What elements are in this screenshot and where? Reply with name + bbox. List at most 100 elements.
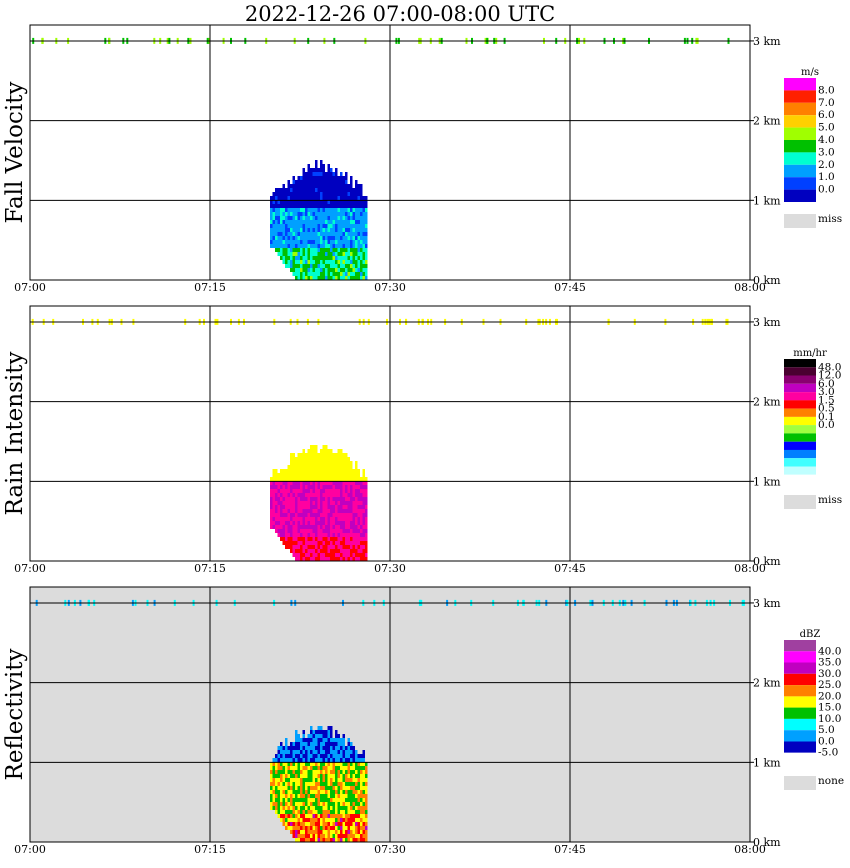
- data-cell: [352, 557, 355, 561]
- data-cell: [365, 814, 368, 818]
- data-cell: [277, 770, 280, 774]
- data-cell: [312, 830, 315, 834]
- data-cell: [305, 553, 308, 557]
- data-cell: [362, 762, 365, 766]
- data-cell: [312, 232, 315, 236]
- data-cell: [307, 272, 310, 276]
- data-cell: [345, 489, 348, 493]
- data-cell: [365, 236, 368, 240]
- data-cell: [295, 758, 298, 762]
- data-cell: [332, 814, 335, 818]
- data-cell: [352, 497, 355, 501]
- data-cell: [272, 505, 275, 509]
- data-cell: [322, 774, 325, 778]
- data-cell: [297, 453, 300, 457]
- data-cell: [327, 762, 330, 766]
- data-cell: [310, 830, 313, 834]
- colorbar-swatch: [784, 164, 816, 178]
- data-cell: [332, 525, 335, 529]
- data-cell: [270, 228, 273, 232]
- data-cell: [337, 216, 340, 220]
- data-cell: [330, 461, 333, 465]
- data-cell: [317, 228, 320, 232]
- data-cell: [352, 493, 355, 497]
- data-cell: [282, 537, 285, 541]
- data-cell: [335, 184, 338, 188]
- data-cell: [295, 212, 298, 216]
- data-cell: [302, 493, 305, 497]
- data-cell: [365, 228, 368, 232]
- data-cell: [340, 786, 343, 790]
- data-cell: [342, 521, 345, 525]
- data-cell: [347, 790, 350, 794]
- data-cell: [315, 485, 318, 489]
- data-cell: [365, 513, 368, 517]
- data-cell: [297, 260, 300, 264]
- data-cell: [330, 533, 333, 537]
- data-cell: [307, 485, 310, 489]
- data-cell: [290, 264, 293, 268]
- data-cell: [282, 770, 285, 774]
- data-cell: [307, 553, 310, 557]
- data-cell: [320, 521, 323, 525]
- data-cell: [325, 220, 328, 224]
- data-cell: [305, 240, 308, 244]
- data-cell: [282, 192, 285, 196]
- data-cell: [287, 224, 290, 228]
- data-cell: [362, 774, 365, 778]
- data-cell: [360, 509, 363, 513]
- data-cell: [350, 521, 353, 525]
- data-cell: [315, 240, 318, 244]
- data-cell: [295, 220, 298, 224]
- data-cell: [275, 766, 278, 770]
- data-cell: [272, 794, 275, 798]
- colorbar-swatch: [784, 102, 816, 116]
- data-cell: [305, 790, 308, 794]
- data-cell: [345, 196, 348, 200]
- data-cell: [365, 240, 368, 244]
- data-cell: [325, 818, 328, 822]
- data-cell: [362, 268, 365, 272]
- data-cell: [317, 794, 320, 798]
- data-cell: [305, 272, 308, 276]
- data-cell: [357, 188, 360, 192]
- data-cell: [332, 746, 335, 750]
- data-cell: [292, 802, 295, 806]
- data-cell: [300, 248, 303, 252]
- data-cell: [352, 810, 355, 814]
- data-cell: [315, 188, 318, 192]
- data-cell: [297, 754, 300, 758]
- data-cell: [357, 758, 360, 762]
- data-cell: [322, 176, 325, 180]
- data-cell: [360, 200, 363, 204]
- data-cell: [287, 260, 290, 264]
- data-cell: [302, 477, 305, 481]
- data-cell: [335, 782, 338, 786]
- data-cell: [355, 196, 358, 200]
- data-cell: [340, 240, 343, 244]
- data-cell: [365, 529, 368, 533]
- data-cell: [300, 806, 303, 810]
- data-cell: [365, 545, 368, 549]
- data-cell: [295, 766, 298, 770]
- data-cell: [342, 742, 345, 746]
- data-cell: [357, 830, 360, 834]
- data-cell: [275, 794, 278, 798]
- data-cell: [295, 196, 298, 200]
- data-cell: [345, 537, 348, 541]
- data-cell: [342, 485, 345, 489]
- colorbar-label: 0.0: [818, 419, 835, 431]
- data-cell: [290, 461, 293, 465]
- data-cell: [325, 196, 328, 200]
- data-cell: [332, 228, 335, 232]
- data-cell: [320, 778, 323, 782]
- data-cell: [302, 774, 305, 778]
- data-cell: [320, 726, 323, 730]
- data-cell: [277, 192, 280, 196]
- data-cell: [347, 469, 350, 473]
- data-cell: [352, 814, 355, 818]
- data-cell: [275, 782, 278, 786]
- data-cell: [280, 204, 283, 208]
- data-cell: [362, 786, 365, 790]
